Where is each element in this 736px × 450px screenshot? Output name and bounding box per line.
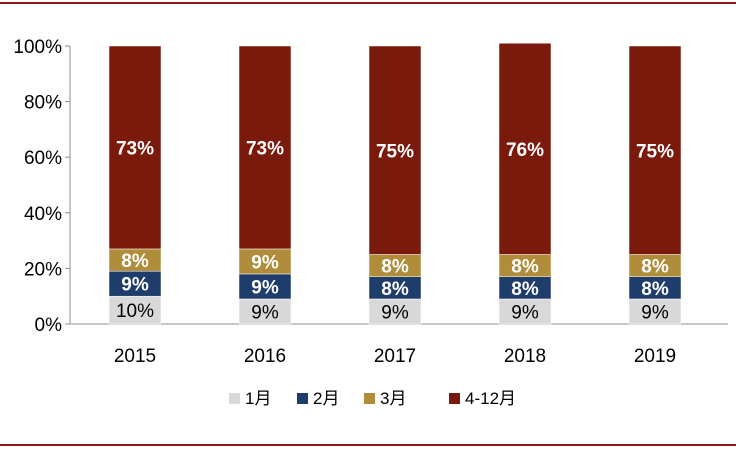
data-label: 8%	[641, 257, 669, 278]
x-tick-label: 2016	[244, 346, 286, 367]
legend-label: 1月	[245, 389, 271, 408]
data-label: 9%	[641, 302, 669, 323]
bottom-rule	[0, 444, 736, 446]
bar-segment-4-12月-2016	[238, 45, 292, 250]
bar-segment-1月-2016	[238, 298, 292, 325]
top-rule	[0, 2, 736, 4]
legend-swatch-3月	[364, 393, 375, 404]
data-label: 8%	[641, 279, 669, 300]
bar-segment-1月-2018	[498, 298, 552, 325]
x-tick-label: 2017	[374, 346, 416, 367]
data-label: 9%	[251, 302, 279, 323]
x-tick-label: 2019	[634, 346, 676, 367]
legend-label: 3月	[380, 389, 406, 408]
data-label: 9%	[251, 252, 279, 273]
y-tick-label: 60%	[24, 148, 62, 169]
legend-swatch-2月	[297, 393, 308, 404]
data-label: 76%	[506, 140, 544, 161]
data-label: 9%	[251, 277, 279, 298]
x-tick-label: 2015	[114, 346, 156, 367]
data-label: 8%	[381, 257, 409, 278]
data-label: 8%	[511, 257, 539, 278]
bar-segment-2月-2016	[238, 273, 292, 300]
y-tick-label: 100%	[13, 37, 62, 58]
data-label: 9%	[381, 302, 409, 323]
y-tick-label: 0%	[35, 315, 63, 336]
bar-segment-4-12月-2015	[108, 45, 162, 250]
legend-label: 4-12月	[465, 389, 516, 408]
bar-segment-4-12月-2019	[628, 45, 682, 255]
bar-segment-4-12月-2017	[368, 45, 422, 255]
data-label: 75%	[636, 141, 674, 162]
bar-segment-1月-2019	[628, 298, 682, 325]
y-tick-label: 40%	[24, 204, 62, 225]
data-label: 75%	[376, 141, 414, 162]
y-tick-label: 80%	[24, 93, 62, 114]
data-label: 9%	[511, 302, 539, 323]
bar-segment-3月-2016	[238, 248, 292, 275]
data-label: 9%	[121, 275, 149, 296]
legend-swatch-1月	[229, 393, 240, 404]
legend-swatch-4-12月	[449, 393, 460, 404]
bar-segment-2月-2015	[108, 270, 162, 297]
data-label: 73%	[246, 138, 284, 159]
data-label: 10%	[116, 301, 154, 322]
bar-segment-4-12月-2018	[498, 42, 552, 255]
legend-label: 2月	[313, 389, 339, 408]
data-label: 73%	[116, 138, 154, 159]
data-label: 8%	[121, 251, 149, 272]
x-tick-label: 2018	[504, 346, 546, 367]
data-label: 8%	[381, 279, 409, 300]
y-tick-label: 20%	[24, 259, 62, 280]
data-label: 8%	[511, 279, 539, 300]
